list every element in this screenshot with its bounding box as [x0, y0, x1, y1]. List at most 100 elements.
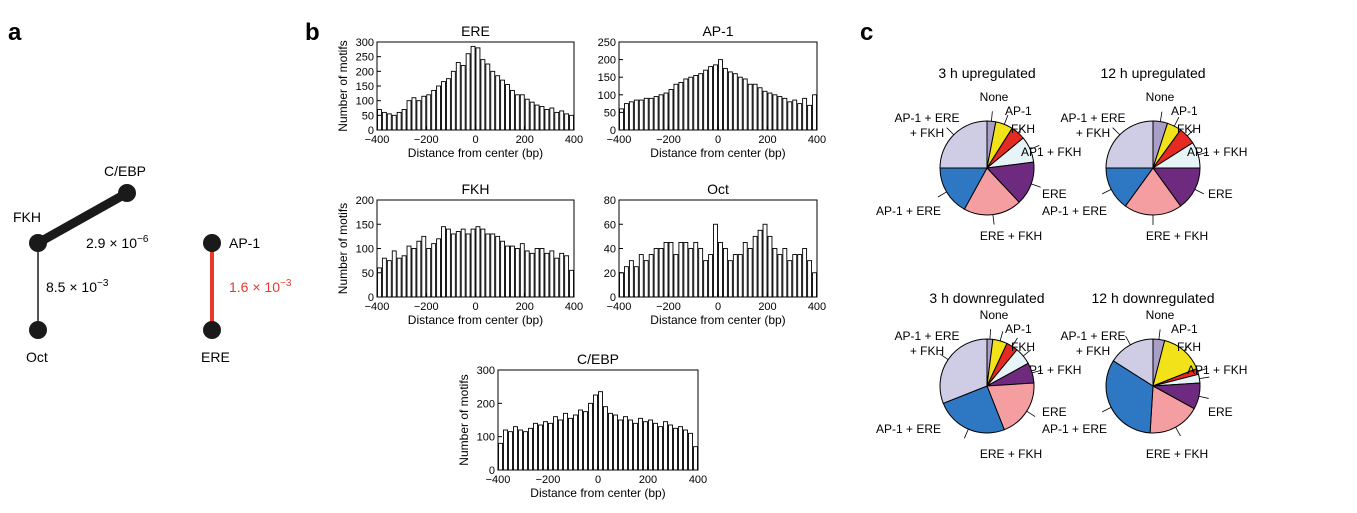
pie-title: 3 h downregulated — [929, 290, 1044, 306]
x-tick-label: 400 — [689, 474, 707, 486]
histogram-bar — [673, 83, 679, 131]
histogram-bar — [524, 98, 530, 131]
histogram-bar — [514, 248, 520, 298]
panel-letter-a: a — [8, 19, 22, 46]
histogram-bar — [381, 111, 387, 131]
histogram-bar — [623, 266, 629, 298]
histogram-bar — [450, 70, 456, 131]
pie-slice-label: AP-1 + ERE — [1042, 204, 1107, 218]
pie-title: 3 h upregulated — [938, 65, 1035, 81]
pie-leader-line — [1029, 144, 1040, 150]
histogram-bar — [737, 254, 743, 298]
histogram-oct: −400 −200 0 200 400 0 20 40 60 80 Oct Distance from… — [604, 181, 826, 327]
histogram-bar — [653, 422, 658, 471]
histogram-bar — [508, 431, 513, 471]
histogram-bar — [554, 257, 560, 298]
y-tick-label: 150 — [356, 219, 374, 231]
x-axis-label: Distance from center (bp) — [650, 146, 785, 160]
histogram-c-ebp: −400 −200 0 200 400 0 100 200 300 C/EBP Distance f… — [457, 351, 707, 500]
edge-pvalue-exponent: −6 — [137, 234, 149, 245]
pie-slice-label: AP-1 + ERE + FKH — [1060, 111, 1125, 140]
plot-frame — [376, 41, 575, 131]
histogram-bar — [742, 241, 748, 298]
x-tick-label: −200 — [656, 301, 681, 313]
edge-pvalue-mantissa: 8.5 — [46, 279, 66, 295]
histogram-bar — [568, 417, 573, 471]
pie-slice — [1124, 167, 1182, 216]
node-ap1 — [203, 234, 221, 252]
histogram-bar — [643, 260, 649, 298]
histogram-bar — [683, 78, 689, 131]
x-axis-label: Distance from center (bp) — [650, 313, 785, 327]
histogram-bar — [416, 100, 422, 131]
histogram-bar — [514, 94, 520, 131]
y-tick-label: 100 — [356, 244, 374, 256]
histogram-bar — [747, 248, 753, 298]
pie-slice-label: FKH — [1177, 340, 1201, 354]
pie-slice-label: AP1 + FKH — [1187, 145, 1247, 159]
histogram-bar — [633, 99, 639, 131]
x-tick-label: 400 — [808, 301, 826, 313]
pie-slice-label: AP-1 — [1171, 104, 1198, 118]
y-tick-label: 100 — [356, 96, 374, 108]
pie-slice-label: AP-1 — [1171, 322, 1198, 336]
y-tick-label: 200 — [356, 195, 374, 207]
histogram-bar — [564, 255, 570, 298]
histogram-bar — [807, 104, 813, 131]
y-tick-label: 0 — [368, 125, 374, 137]
pie-slice-label: AP-1 — [1005, 104, 1032, 118]
pie-title: 12 h upregulated — [1100, 65, 1205, 81]
histogram-bar — [406, 245, 412, 298]
panel-letter-c: c — [860, 19, 873, 46]
histogram-bar — [510, 89, 515, 131]
histogram-bar — [742, 78, 748, 131]
histogram-bar — [426, 248, 432, 298]
histogram-bar — [732, 73, 738, 131]
histogram-bar — [792, 99, 798, 131]
pie-leader-line — [1175, 426, 1181, 437]
histogram-ere: −400 −200 0 200 400 0 50 100 150 200 250 300 ERE Dist… — [336, 23, 583, 160]
histogram-bar — [490, 233, 496, 298]
histogram-bar — [663, 241, 669, 298]
x-tick-label: −200 — [656, 134, 681, 146]
histogram-bar — [533, 422, 538, 471]
pie-slice-label: None — [1146, 90, 1175, 104]
histogram-bar — [732, 254, 738, 298]
histogram-bar — [593, 394, 598, 471]
node-fkh — [29, 234, 47, 252]
y-tick-label: 250 — [356, 52, 374, 64]
histogram-bar — [480, 228, 486, 298]
histogram-bar — [381, 257, 387, 298]
x-tick-label: 0 — [472, 134, 478, 146]
histogram-bar — [553, 416, 558, 471]
node-cebp — [118, 184, 136, 202]
histogram-bar — [648, 254, 654, 298]
histogram-bar — [678, 82, 684, 131]
histogram-bar — [386, 260, 392, 298]
histogram-bar — [673, 254, 679, 298]
histogram-bar — [445, 78, 451, 131]
node-label-fkh: FKH — [13, 209, 41, 225]
histogram-bar — [643, 97, 649, 131]
histogram-bar — [495, 75, 501, 131]
histogram-bar — [757, 229, 763, 298]
histogram-bar — [663, 421, 668, 471]
histogram-bar — [678, 426, 683, 471]
histogram-bar — [633, 422, 638, 471]
histogram-bar — [708, 66, 714, 131]
pie-title: 12 h downregulated — [1092, 290, 1215, 306]
histogram-bar — [500, 79, 506, 131]
histogram-bar — [470, 45, 476, 131]
histogram-bar — [564, 113, 570, 131]
histogram-bar — [713, 64, 718, 131]
histogram-bar — [401, 255, 407, 298]
histogram-bar — [543, 421, 548, 471]
histogram-bar — [623, 416, 628, 471]
histogram-bar — [598, 391, 603, 471]
histogram-bar — [548, 422, 553, 471]
